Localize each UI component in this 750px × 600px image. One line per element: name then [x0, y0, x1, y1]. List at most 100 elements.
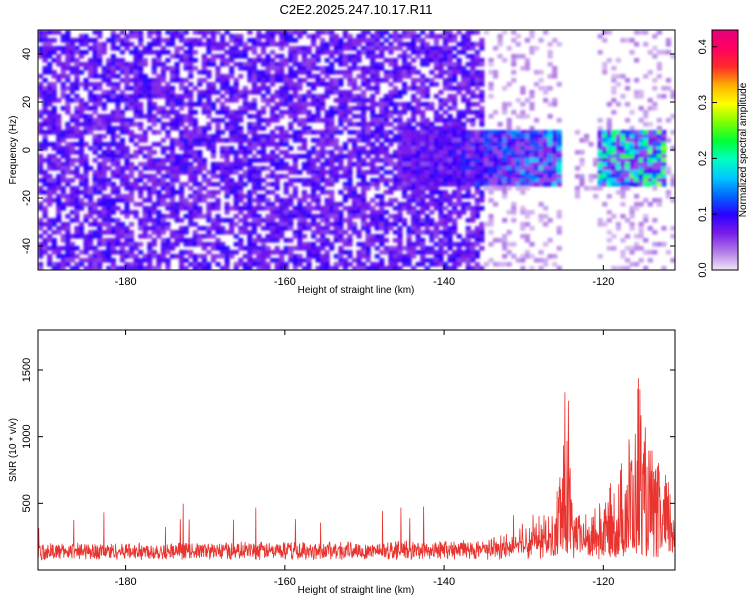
heatmap-cell: [433, 130, 439, 135]
heatmap-cell: [474, 150, 480, 155]
heatmap-cell: [634, 94, 640, 99]
heatmap-cell: [474, 238, 480, 243]
heatmap-cell: [456, 62, 462, 67]
heatmap-cell: [206, 106, 212, 111]
heatmap-cell: [320, 254, 326, 259]
heatmap-cell: [351, 86, 358, 91]
heatmap-cell: [502, 246, 508, 251]
heatmap-cell: [397, 102, 403, 107]
heatmap-cell: [470, 166, 476, 171]
heatmap-cell: [556, 162, 562, 167]
heatmap-cell: [306, 210, 312, 215]
heatmap-cell: [201, 178, 207, 183]
heatmap-cell: [292, 46, 298, 51]
heatmap-cell: [238, 226, 244, 231]
heatmap-cell: [210, 34, 217, 39]
heatmap-cell: [415, 226, 421, 231]
heatmap-cell: [342, 126, 348, 131]
heatmap-cell: [452, 230, 458, 235]
heatmap-cell: [520, 170, 526, 175]
heatmap-cell: [256, 238, 262, 243]
heatmap-cell: [356, 150, 362, 155]
heatmap-cell: [69, 158, 75, 163]
heatmap-cell: [115, 34, 121, 39]
heatmap-cell: [251, 262, 257, 267]
heatmap-cell: [42, 78, 48, 83]
heatmap-cell: [388, 138, 394, 143]
heatmap-cell: [397, 42, 403, 47]
heatmap-cell: [124, 198, 130, 203]
heatmap-cell: [411, 50, 417, 55]
heatmap-cell: [233, 214, 239, 219]
heatmap-cell: [388, 214, 394, 219]
heatmap-cell: [424, 62, 430, 67]
heatmap-cell: [69, 130, 75, 135]
heatmap-cell: [270, 222, 276, 227]
heatmap-cell: [169, 30, 176, 35]
heatmap-cell: [438, 50, 444, 55]
heatmap-cell: [138, 102, 144, 107]
heatmap-cell: [142, 130, 148, 135]
heatmap-cell: [119, 178, 126, 183]
heatmap-cell: [320, 214, 326, 219]
heatmap-cell: [220, 170, 226, 175]
heatmap-cell: [388, 178, 394, 183]
heatmap-cell: [124, 182, 130, 187]
heatmap-cell: [242, 54, 248, 59]
heatmap-cell: [429, 82, 435, 87]
heatmap-cell: [74, 158, 80, 163]
heatmap-cell: [411, 118, 417, 123]
heatmap-cell: [347, 34, 353, 39]
heatmap-cell: [283, 162, 289, 167]
heatmap-cell: [169, 126, 176, 131]
heatmap-cell: [629, 178, 635, 183]
heatmap-cell: [133, 262, 139, 267]
heatmap-cell: [65, 198, 71, 203]
heatmap-cell: [656, 150, 662, 155]
heatmap-cell: [60, 206, 66, 211]
heatmap-cell: [420, 74, 426, 79]
heatmap-cell: [379, 210, 385, 215]
heatmap-cell: [188, 62, 194, 67]
heatmap-cell: [115, 186, 121, 191]
heatmap-cell: [365, 122, 371, 127]
heatmap-cell: [652, 198, 658, 203]
heatmap-cell: [452, 34, 458, 39]
heatmap-cell: [124, 242, 130, 247]
heatmap-cell: [83, 38, 89, 43]
heatmap-cell: [502, 242, 508, 247]
heatmap-cell: [515, 182, 521, 187]
heatmap-cell: [156, 214, 162, 219]
heatmap-cell: [238, 114, 244, 119]
heatmap-cell: [256, 78, 262, 83]
heatmap-cell: [297, 262, 303, 267]
heatmap-cell: [265, 214, 271, 219]
heatmap-cell: [370, 98, 376, 103]
heatmap-cell: [474, 42, 480, 47]
heatmap-cell: [165, 258, 171, 263]
heatmap-cell: [342, 250, 348, 255]
heatmap-cell: [474, 102, 480, 107]
heatmap-cell: [133, 50, 139, 55]
heatmap-cell: [247, 30, 253, 35]
heatmap-cell: [65, 246, 71, 251]
heatmap-cell: [224, 246, 230, 251]
heatmap-cell: [56, 114, 62, 119]
heatmap-cell: [406, 154, 412, 159]
heatmap-cell: [51, 250, 57, 255]
heatmap-cell: [420, 118, 426, 123]
heatmap-cell: [92, 102, 98, 107]
heatmap-cell: [374, 82, 380, 87]
heatmap-cell: [42, 158, 48, 163]
heatmap-cell: [329, 150, 335, 155]
heatmap-cell: [324, 162, 330, 167]
heatmap-cell: [92, 158, 98, 163]
heatmap-cell: [442, 138, 449, 143]
heatmap-cell: [301, 190, 308, 195]
heatmap-cell: [406, 66, 412, 71]
heatmap-cell: [652, 154, 658, 159]
heatmap-cell: [497, 154, 503, 159]
heatmap-cell: [351, 58, 358, 63]
heatmap-cell: [388, 102, 394, 107]
heatmap-cell: [256, 186, 262, 191]
